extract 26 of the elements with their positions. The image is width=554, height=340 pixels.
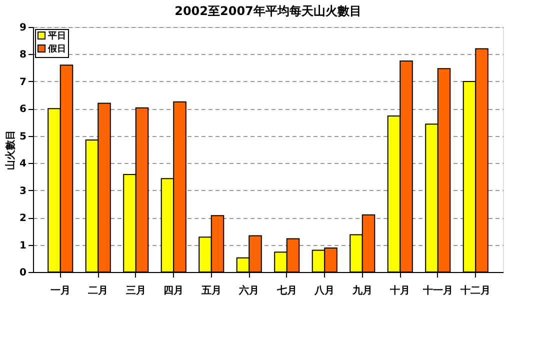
x-tick-label: 九月: [351, 284, 372, 296]
y-tick-label: 1: [20, 240, 27, 252]
x-tick-label: 三月: [126, 286, 146, 296]
y-tick-label: 7: [20, 76, 27, 88]
x-tick-label: 一月: [50, 286, 70, 296]
y-tick-label: 9: [20, 22, 27, 34]
y-tick-label: 4: [20, 158, 27, 170]
x-tick-label: 四月: [164, 286, 184, 296]
y-axis-title: 山火數目: [4, 130, 17, 170]
x-tick-label: 十一月: [422, 284, 453, 296]
x-tick-label: 八月: [314, 284, 335, 296]
y-tick-label: 0: [20, 268, 27, 278]
x-tick-label: 五月: [200, 286, 222, 296]
legend-label: 假日: [47, 44, 66, 54]
x-tick-label: 十月: [389, 284, 410, 296]
y-tick-label: 5: [20, 131, 27, 142]
y-tick-label: 3: [20, 186, 27, 197]
x-tick-label: 十二月: [460, 284, 491, 296]
y-tick-label: 8: [20, 50, 27, 61]
x-tick-label: 六月: [238, 284, 260, 296]
y-tick-label: 6: [20, 104, 27, 116]
x-tick-label: 七月: [276, 284, 297, 296]
x-tick-label: 二月: [88, 286, 108, 296]
legend-label: 平日: [47, 30, 66, 42]
y-tick-label: 2: [20, 213, 27, 224]
chart-title: 2002至2007年平均每天山火數目: [174, 4, 362, 18]
